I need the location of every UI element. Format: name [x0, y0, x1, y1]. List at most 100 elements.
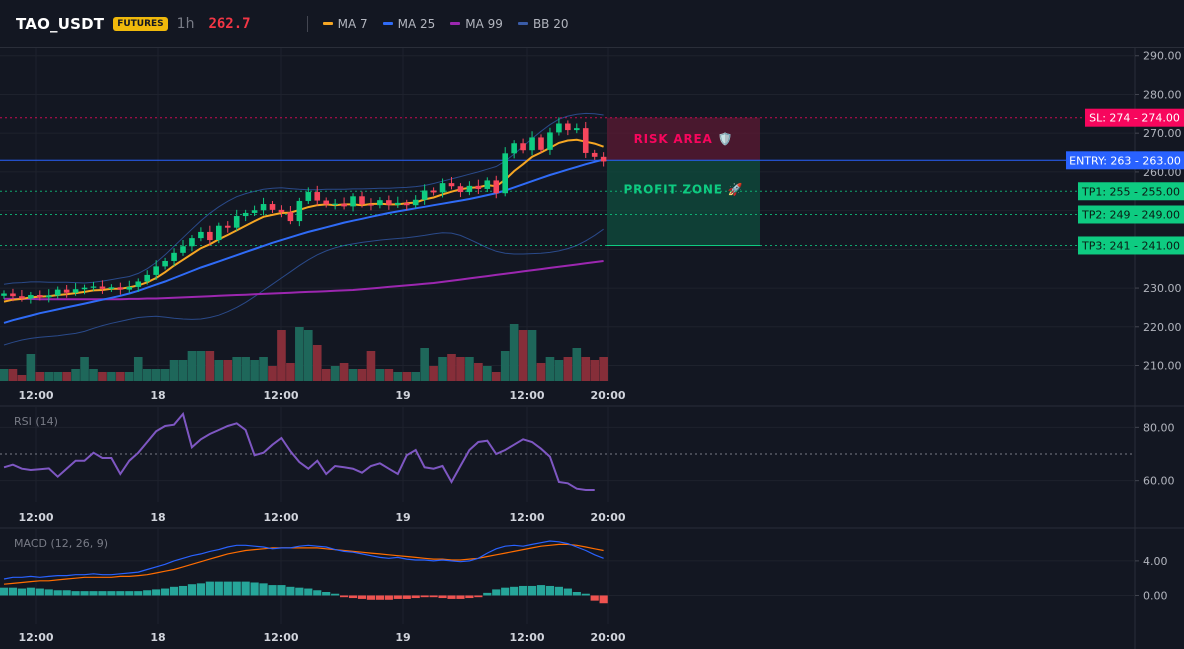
macd-histogram-bar [527, 585, 537, 596]
macd-grid: 4.00 0.00 12:00 18 12:00 19 12:00 20:00 [0, 528, 1168, 644]
macd-histogram-bar [581, 593, 590, 596]
candle [144, 270, 150, 285]
header-divider [306, 15, 308, 32]
interval-selector[interactable]: 1h [176, 15, 195, 32]
candle [386, 195, 392, 210]
volume-bar [527, 330, 537, 381]
level-labels: SL: 274 - 274.00 ENTRY: 263 - 263.00 TP1: … [1066, 108, 1184, 255]
profit-zone-label: PROFIT ZONE 🚀 [624, 182, 744, 196]
legend-ma25[interactable]: MA 25 [382, 17, 435, 31]
candle [341, 197, 347, 210]
volume-bar [393, 372, 403, 381]
candle [395, 196, 401, 208]
volume-bar [142, 369, 152, 381]
symbol-name[interactable]: TAO_USDT [16, 14, 105, 33]
candle-body [63, 289, 70, 293]
candle [117, 282, 124, 295]
macd-histogram-bar [26, 587, 35, 596]
macd-histogram-bar [492, 589, 501, 596]
candle-body [341, 203, 347, 207]
candle [153, 260, 159, 280]
candle-body [153, 266, 159, 275]
candle [216, 222, 222, 244]
candle [207, 225, 213, 246]
volume-bar [62, 372, 71, 381]
macd-histogram-bar [232, 581, 241, 596]
candle-body [242, 212, 249, 217]
legend-bb20[interactable]: BB 20 [517, 17, 569, 31]
candle-body [421, 190, 428, 200]
volume-bar [125, 372, 134, 381]
macd-histogram-bar [447, 595, 456, 599]
macd-histogram-bar [599, 595, 608, 604]
candle-body [260, 204, 267, 211]
macd-histogram-bar [241, 581, 250, 596]
candle [269, 200, 276, 213]
volume-bar [545, 357, 555, 381]
candle-body [466, 185, 473, 193]
take-profit-label-2: TP2: 249 - 249.00 [1078, 205, 1184, 224]
candle [466, 181, 473, 196]
candle [377, 197, 383, 209]
x-tick-label: 12:00 [18, 511, 53, 524]
x-tick-label: 18 [150, 631, 165, 644]
candle [582, 121, 589, 158]
macd-histogram-bar [196, 583, 205, 596]
candle-body [180, 246, 186, 253]
volume-bar [205, 351, 215, 381]
macd-histogram-bar [53, 590, 62, 596]
candle-body [126, 286, 133, 290]
take-profit-label-1-bg [1078, 182, 1184, 201]
candle [511, 140, 517, 159]
candle [278, 205, 285, 218]
volume-bar [223, 360, 233, 381]
macd-histogram-bar [116, 591, 125, 596]
candle-body [287, 212, 294, 222]
risk-area-label: RISK AREA 🛡️ [634, 132, 734, 146]
macd-histogram-bar [545, 585, 555, 596]
candle-body [582, 128, 589, 153]
macd-histogram-bar [536, 585, 546, 596]
candle [529, 131, 535, 156]
stop-loss-label: SL: 274 - 274.00 [1085, 108, 1184, 127]
candle [484, 177, 491, 193]
volume-bar [500, 351, 510, 381]
candle-body [233, 216, 240, 228]
macd-histogram-bar [223, 581, 232, 596]
candle [162, 257, 168, 270]
candle [224, 221, 231, 233]
candle [359, 191, 365, 208]
macd-histogram-bar [411, 595, 420, 599]
volume-bar [0, 369, 9, 381]
last-price: 262.7 [208, 15, 251, 32]
candle [251, 205, 258, 217]
y-tick-label: 60.00 [1143, 475, 1175, 488]
volume-bar [491, 372, 501, 381]
macd-histogram-bar [384, 595, 393, 600]
volume-bar [259, 357, 268, 381]
candle [547, 127, 553, 155]
legend-ma7[interactable]: MA 7 [322, 17, 368, 31]
candle [475, 179, 482, 194]
take-profit-label-3-bg [1078, 236, 1184, 255]
candle [502, 147, 508, 197]
volume-bar [590, 360, 599, 381]
legend-ma99[interactable]: MA 99 [450, 17, 503, 31]
macd-histogram-bar [366, 595, 376, 600]
candle-body [144, 274, 150, 282]
volume-bar [98, 372, 107, 381]
volume-bar [232, 357, 241, 381]
candle [448, 176, 455, 190]
macd-histogram-bar [187, 584, 197, 596]
candle [19, 290, 25, 302]
volume-bar [330, 366, 340, 381]
macd-histogram-bar [161, 588, 170, 596]
entry-label-bg [1066, 151, 1184, 170]
candle [430, 187, 437, 196]
macd-histogram-bar [143, 590, 152, 596]
volume-bar [116, 372, 125, 381]
candle-body [448, 183, 455, 187]
macd-histogram-bar [572, 592, 581, 596]
macd-histogram-bar [169, 586, 179, 596]
